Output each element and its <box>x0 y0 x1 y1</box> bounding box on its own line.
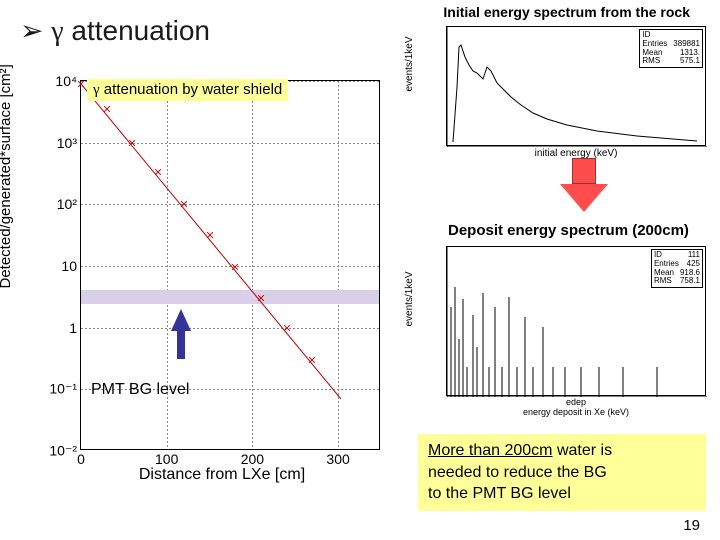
xtick: 100 <box>155 449 178 467</box>
edep-label: edep <box>566 397 586 407</box>
statbox: ID Entries389881 Mean1313. RMS575.1 <box>639 29 703 68</box>
plot-area: 10⁴ 10³ 10² 10 1 10⁻¹ 10⁻² 0 100 200 300… <box>80 80 380 450</box>
stat-key: RMS <box>642 57 660 66</box>
conclusion-highlight: More than 200cm <box>428 442 553 459</box>
initial-energy-chart: events/1keV initial energy (keV) ID Entr… <box>446 26 706 146</box>
mini-y-label: events/1keV <box>404 271 415 326</box>
xtick: 0 <box>77 449 85 467</box>
deposit-energy-label: Deposit energy spectrum (200cm) <box>448 222 689 239</box>
red-down-arrow-icon <box>560 158 608 212</box>
gamma-glyph: γ <box>51 16 63 47</box>
attenuation-annotation: γ attenuation by water shield <box>87 79 288 101</box>
pmt-bg-label: PMT BG level <box>91 381 189 399</box>
y-axis-label: Detected/generated*surface [cm²] <box>0 64 14 288</box>
ytick: 10⁻¹ <box>49 381 81 398</box>
slide-title: ➢ γ attenuation <box>20 14 210 48</box>
mini-y-label: events/1keV <box>404 36 415 91</box>
arrow-up-icon <box>171 309 191 331</box>
statbox: ID111 Entries425 Mean918.6 RMS758.1 <box>651 249 703 288</box>
top-right-header: Initial energy spectrum from the rock <box>443 4 690 20</box>
title-text: attenuation <box>64 15 210 46</box>
ytick: 10² <box>57 196 81 212</box>
bullet-glyph: ➢ <box>20 15 43 46</box>
xtick: 200 <box>241 449 264 467</box>
stat-key: RMS <box>654 277 672 286</box>
deposit-energy-chart: events/1keV energy deposit in Xe (keV) <box>446 246 706 396</box>
ytick: 10³ <box>57 135 81 151</box>
ytick: 10 <box>61 258 81 274</box>
mini-x-label: energy deposit in Xe (keV) <box>523 407 629 417</box>
attenuation-chart: Detected/generated*surface [cm²] 10⁴ 10³… <box>22 80 382 480</box>
ytick: 1 <box>69 320 81 336</box>
conclusion-box: More than 200cm water isneeded to reduce… <box>418 434 706 511</box>
annotation-text: attenuation by water shield <box>100 81 283 98</box>
stat-val: 575.1 <box>680 57 700 66</box>
stat-val: 758.1 <box>680 277 700 286</box>
xtick: 300 <box>326 449 349 467</box>
gamma-glyph: γ <box>93 82 100 98</box>
x-axis-label: Distance from LXe [cm] <box>139 466 305 484</box>
slide-number: 19 <box>683 517 700 534</box>
